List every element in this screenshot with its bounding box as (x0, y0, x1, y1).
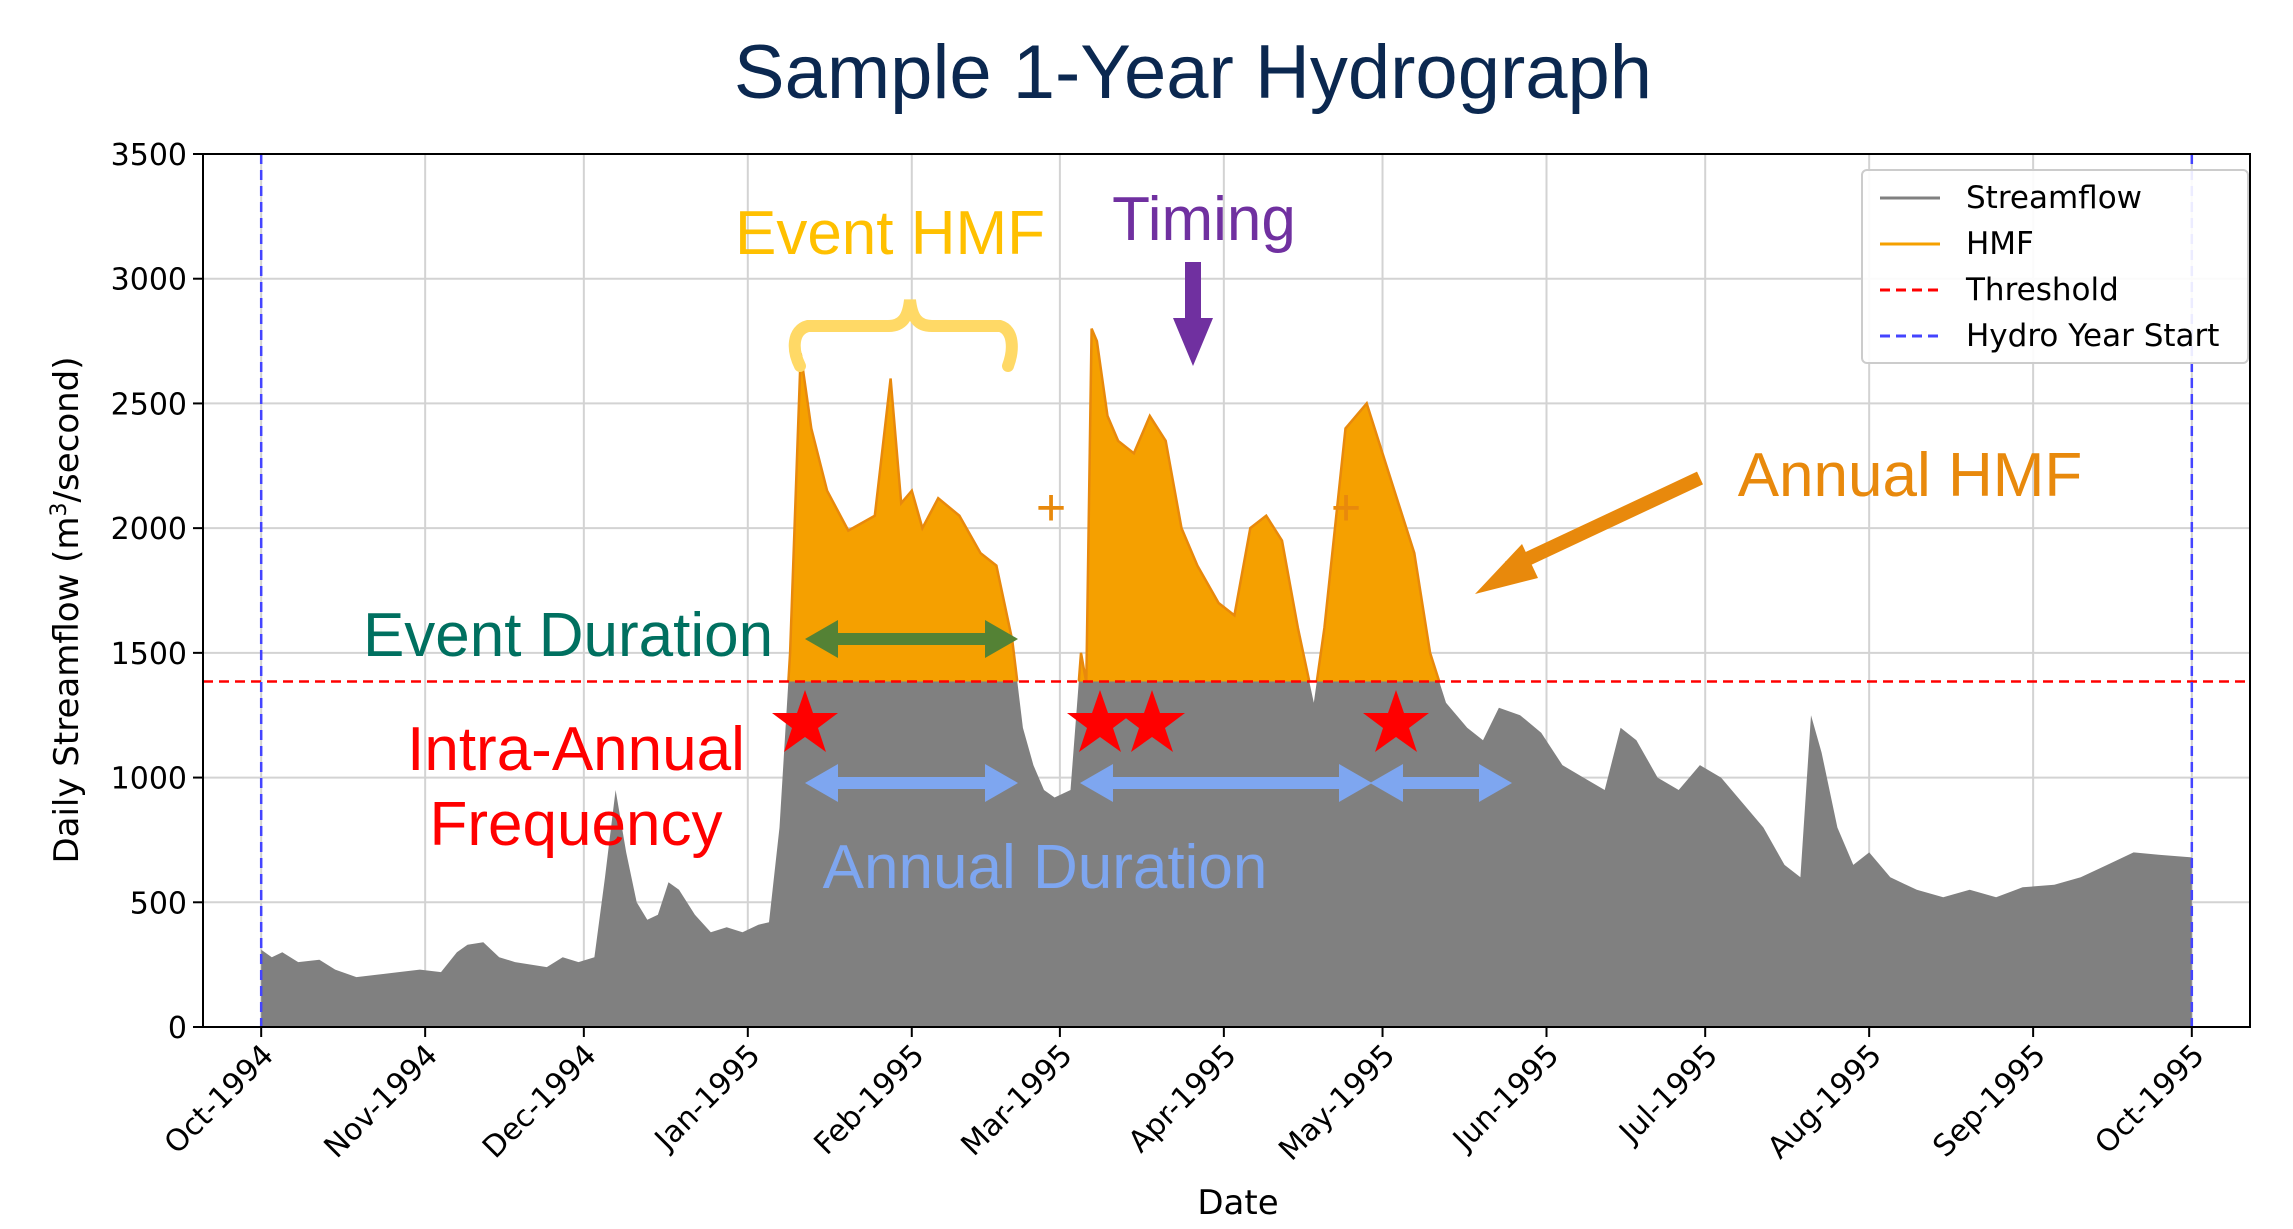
y-axis-label-sup: 3 (47, 502, 72, 516)
x-tick-label-1: Nov-1994 (318, 1038, 445, 1165)
chart-title: Sample 1-Year Hydrograph (734, 30, 1652, 115)
x-tick-label-12: Oct-1995 (2088, 1038, 2211, 1161)
event-hmf-label: Event HMF (735, 199, 1045, 268)
frequency-star-2 (1067, 690, 1133, 752)
x-tick-label-10: Aug-1995 (1761, 1038, 1889, 1166)
x-tick-label-7: May-1995 (1272, 1038, 1402, 1168)
legend-label-0: Streamflow (1966, 180, 2142, 216)
event-duration-arrow-left (805, 620, 838, 658)
x-tick-label-11: Sep-1995 (1926, 1038, 2052, 1164)
x-tick-label-9: Jul-1995 (1611, 1038, 1724, 1151)
y-axis-label-prefix: Daily Streamflow (m (47, 516, 87, 863)
intra-annual-label-line2: Frequency (430, 790, 723, 859)
x-tick-label-3: Jan-1995 (647, 1038, 768, 1159)
legend-label-3: Hydro Year Start (1966, 318, 2219, 354)
legend-label-2: Threshold (1965, 272, 2119, 308)
event-duration-arrow-right (985, 620, 1018, 658)
x-tick-label-2: Dec-1994 (476, 1038, 603, 1165)
frequency-star-3 (1119, 690, 1185, 752)
x-tick-label-8: Jun-1995 (1445, 1038, 1566, 1159)
legend: Streamflow HMF Threshold Hydro Year Start (1861, 169, 2249, 364)
x-tick-label-6: Apr-1995 (1122, 1038, 1244, 1160)
x-axis-label: Date (1197, 1183, 1278, 1223)
event-duration-label: Event Duration (363, 601, 773, 670)
frequency-star-1 (772, 690, 838, 752)
legend-label-1: HMF (1966, 226, 2034, 262)
y-tick-label-4: 2000 (111, 512, 187, 547)
annual-duration-arrow-2-right (1339, 764, 1372, 802)
y-tick-label-1: 500 (130, 886, 187, 921)
plus-sign-2: + (1331, 479, 1361, 537)
x-tick-label-0: Oct-1994 (158, 1038, 281, 1161)
area-layer (261, 328, 2192, 1028)
timing-arrow-head (1173, 318, 1213, 366)
intra-annual-label-line1: Intra-Annual (407, 715, 745, 784)
annual-duration-arrow-2-left (1080, 764, 1113, 802)
annual-duration-label: Annual Duration (823, 833, 1268, 902)
frequency-star-4 (1363, 690, 1429, 752)
plus-sign-1: + (1036, 479, 1066, 537)
y-tick-label-2: 1000 (111, 762, 187, 797)
plot-frame (202, 153, 2251, 1028)
annotations: Event HMF Timing Annual HMF Event Durati… (363, 185, 2082, 902)
x-tick-label-5: Mar-1995 (954, 1038, 1079, 1163)
annual-duration-arrow-1-left (805, 764, 838, 802)
y-tick-label-3: 1500 (111, 637, 187, 672)
annual-duration-arrow-1-right (985, 764, 1018, 802)
annual-hmf-label: Annual HMF (1738, 441, 2083, 510)
y-axis-label: Daily Streamflow (m3/second) (47, 356, 87, 863)
legend-box (1861, 169, 2249, 364)
x-tick-label-4: Feb-1995 (807, 1038, 931, 1162)
y-tick-label-0: 0 (168, 1011, 187, 1046)
hmf-area (788, 328, 1440, 682)
timing-label: Timing (1112, 185, 1296, 254)
annual-duration-arrow-3-left (1370, 764, 1403, 802)
y-tick-label-7: 3500 (111, 138, 187, 173)
annual-hmf-arrow-shaft (1505, 471, 1703, 575)
y-tick-label-6: 3000 (111, 263, 187, 298)
annual-duration-arrow-3-right (1479, 764, 1512, 802)
event-brace-shape (788, 299, 1018, 372)
y-axis-label-suffix: /second) (47, 356, 87, 502)
y-tick-label-5: 2500 (111, 387, 187, 422)
hmf-line (787, 328, 1441, 682)
annual-hmf-arrow-head (1475, 544, 1538, 594)
